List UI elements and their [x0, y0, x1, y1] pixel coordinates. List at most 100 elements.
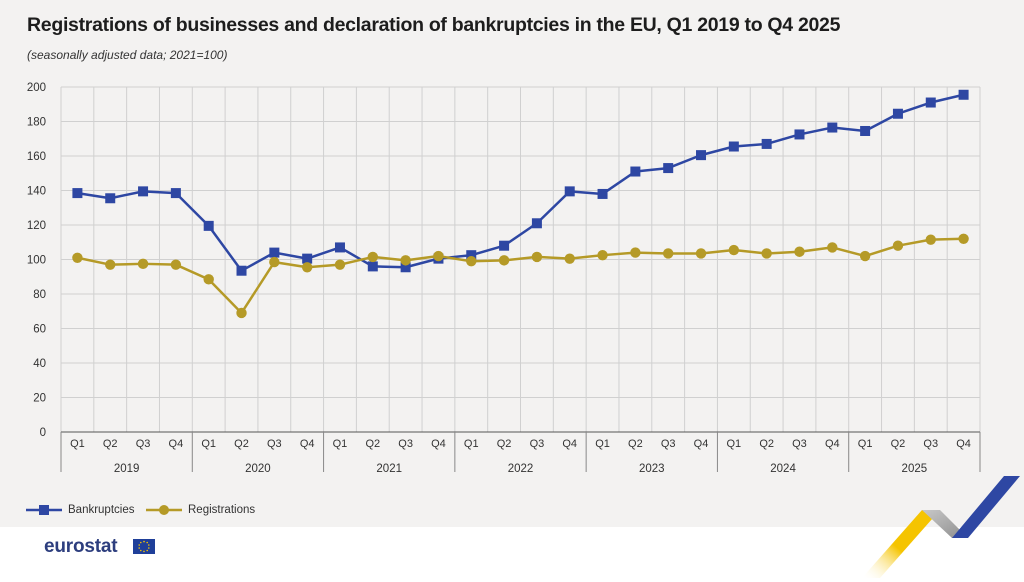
- data-point-registrations: [367, 251, 379, 263]
- x-tick-label-quarter: Q1: [726, 438, 741, 450]
- x-tick-label-quarter: Q1: [201, 438, 216, 450]
- data-point-bankruptcies: [696, 150, 707, 161]
- axes: 0 20 40 60 80 100 120 140 160 180 200 Q1 Q2 Q3 Q4 Q1 Q2 Q…: [27, 82, 981, 475]
- data-point-bankruptcies: [728, 141, 739, 152]
- data-point-bankruptcies: [958, 89, 969, 100]
- data-point-bankruptcies: [302, 253, 313, 264]
- data-point-registrations: [662, 248, 674, 259]
- data-point-registrations: [433, 250, 444, 262]
- y-tick-label: 200: [27, 82, 46, 94]
- x-tick-label-quarter: Q4: [169, 438, 184, 450]
- x-tick-label-quarter: Q4: [956, 438, 971, 450]
- x-tick-label-year: 2024: [770, 463, 796, 475]
- data-point-registrations: [72, 252, 83, 263]
- data-point-registrations: [892, 240, 904, 251]
- data-point-bankruptcies: [925, 97, 936, 108]
- series: [72, 89, 969, 319]
- series-line-registrations: [77, 237, 964, 315]
- data-point-registrations: [301, 262, 313, 273]
- x-tick-label-quarter: Q4: [431, 438, 446, 450]
- data-point-bankruptcies: [72, 188, 83, 199]
- x-tick-label-quarter: Q3: [136, 438, 151, 450]
- data-point-bankruptcies: [827, 122, 838, 133]
- grid: [60, 86, 981, 433]
- x-tick-label-quarter: Q1: [858, 438, 873, 450]
- x-tick-label-quarter: Q4: [562, 438, 577, 450]
- data-point-registrations: [236, 307, 247, 319]
- data-point-registrations: [400, 255, 411, 266]
- data-point-bankruptcies: [105, 193, 116, 204]
- y-tick-label: 40: [33, 358, 46, 370]
- x-tick-label-quarter: Q2: [891, 438, 906, 450]
- y-tick-label: 20: [33, 393, 46, 405]
- x-tick-label-quarter: Q2: [497, 438, 512, 450]
- x-tick-label-year: 2023: [639, 463, 665, 475]
- data-point-bankruptcies: [367, 261, 378, 272]
- data-point-bankruptcies: [466, 250, 477, 261]
- y-tick-label: 100: [27, 255, 46, 267]
- data-point-bankruptcies: [794, 129, 805, 140]
- data-point-bankruptcies: [892, 108, 903, 119]
- data-point-registrations: [564, 253, 575, 264]
- data-point-bankruptcies: [138, 186, 149, 197]
- y-tick-label: 140: [27, 186, 46, 198]
- data-point-registrations: [203, 274, 214, 285]
- x-tick-label-year: 2021: [376, 463, 402, 475]
- data-point-registrations: [137, 258, 149, 270]
- x-tick-label-quarter: Q2: [628, 438, 643, 450]
- x-tick-label-quarter: Q2: [365, 438, 380, 450]
- data-point-registrations: [466, 256, 477, 267]
- data-point-registrations: [728, 244, 740, 256]
- legend-swatch-registrations: [146, 503, 182, 517]
- series-line-bankruptcies: [77, 93, 964, 272]
- x-tick-label-quarter: Q3: [398, 438, 413, 450]
- line-chart: 0 20 40 60 80 100 120 140 160 180 200 Q1 Q2 Q3 Q4 Q1 Q2 Q…: [27, 82, 981, 475]
- data-point-bankruptcies: [400, 262, 411, 273]
- data-point-registrations: [105, 259, 116, 270]
- brand-ribbon-graphic: [862, 476, 1020, 578]
- x-tick-label-quarter: Q4: [694, 438, 709, 450]
- data-point-registrations: [859, 250, 871, 262]
- x-tick-label-quarter: Q2: [759, 438, 774, 450]
- data-point-bankruptcies: [170, 188, 181, 199]
- chart-title: Registrations of businesses and declarat…: [27, 14, 841, 36]
- data-point-bankruptcies: [203, 220, 214, 231]
- x-tick-label-quarter: Q1: [595, 438, 610, 450]
- data-point-registrations: [630, 247, 641, 258]
- x-tick-label-quarter: Q2: [103, 438, 118, 450]
- data-point-registrations: [334, 259, 346, 270]
- data-point-bankruptcies: [597, 188, 608, 199]
- data-point-registrations: [269, 256, 280, 268]
- y-tick-label: 0: [40, 427, 46, 439]
- data-point-bankruptcies: [531, 218, 542, 229]
- y-tick-label: 80: [33, 289, 46, 301]
- eurostat-logo: eurostat: [44, 536, 118, 557]
- data-point-bankruptcies: [564, 186, 575, 197]
- data-point-bankruptcies: [761, 138, 772, 149]
- y-tick-label: 60: [33, 324, 46, 336]
- legend-label-bankruptcies: Bankruptcies: [68, 504, 135, 516]
- x-tick-label-quarter: Q4: [300, 438, 315, 450]
- data-point-bankruptcies: [236, 265, 247, 276]
- x-tick-label-quarter: Q4: [825, 438, 840, 450]
- x-tick-label-quarter: Q3: [530, 438, 545, 450]
- x-tick-label-quarter: Q2: [234, 438, 249, 450]
- x-tick-label-quarter: Q1: [464, 438, 479, 450]
- data-point-registrations: [695, 248, 707, 259]
- data-point-bankruptcies: [269, 247, 280, 258]
- x-tick-label-quarter: Q3: [267, 438, 282, 450]
- x-tick-label-quarter: Q3: [792, 438, 807, 450]
- x-tick-label-quarter: Q3: [923, 438, 938, 450]
- x-tick-label-year: 2019: [114, 463, 140, 475]
- x-tick-label-year: 2022: [508, 463, 534, 475]
- legend-swatch-bankruptcies: [26, 503, 62, 517]
- chart-subtitle: (seasonally adjusted data; 2021=100): [27, 48, 228, 62]
- data-point-bankruptcies: [630, 166, 641, 177]
- data-point-registrations: [498, 255, 510, 266]
- legend-item-bankruptcies: Bankruptcies: [26, 503, 134, 517]
- data-point-bankruptcies: [860, 125, 871, 136]
- x-tick-label-quarter: Q1: [70, 438, 85, 450]
- y-tick-label: 160: [27, 151, 46, 163]
- data-point-registrations: [958, 233, 969, 244]
- data-point-registrations: [597, 249, 608, 261]
